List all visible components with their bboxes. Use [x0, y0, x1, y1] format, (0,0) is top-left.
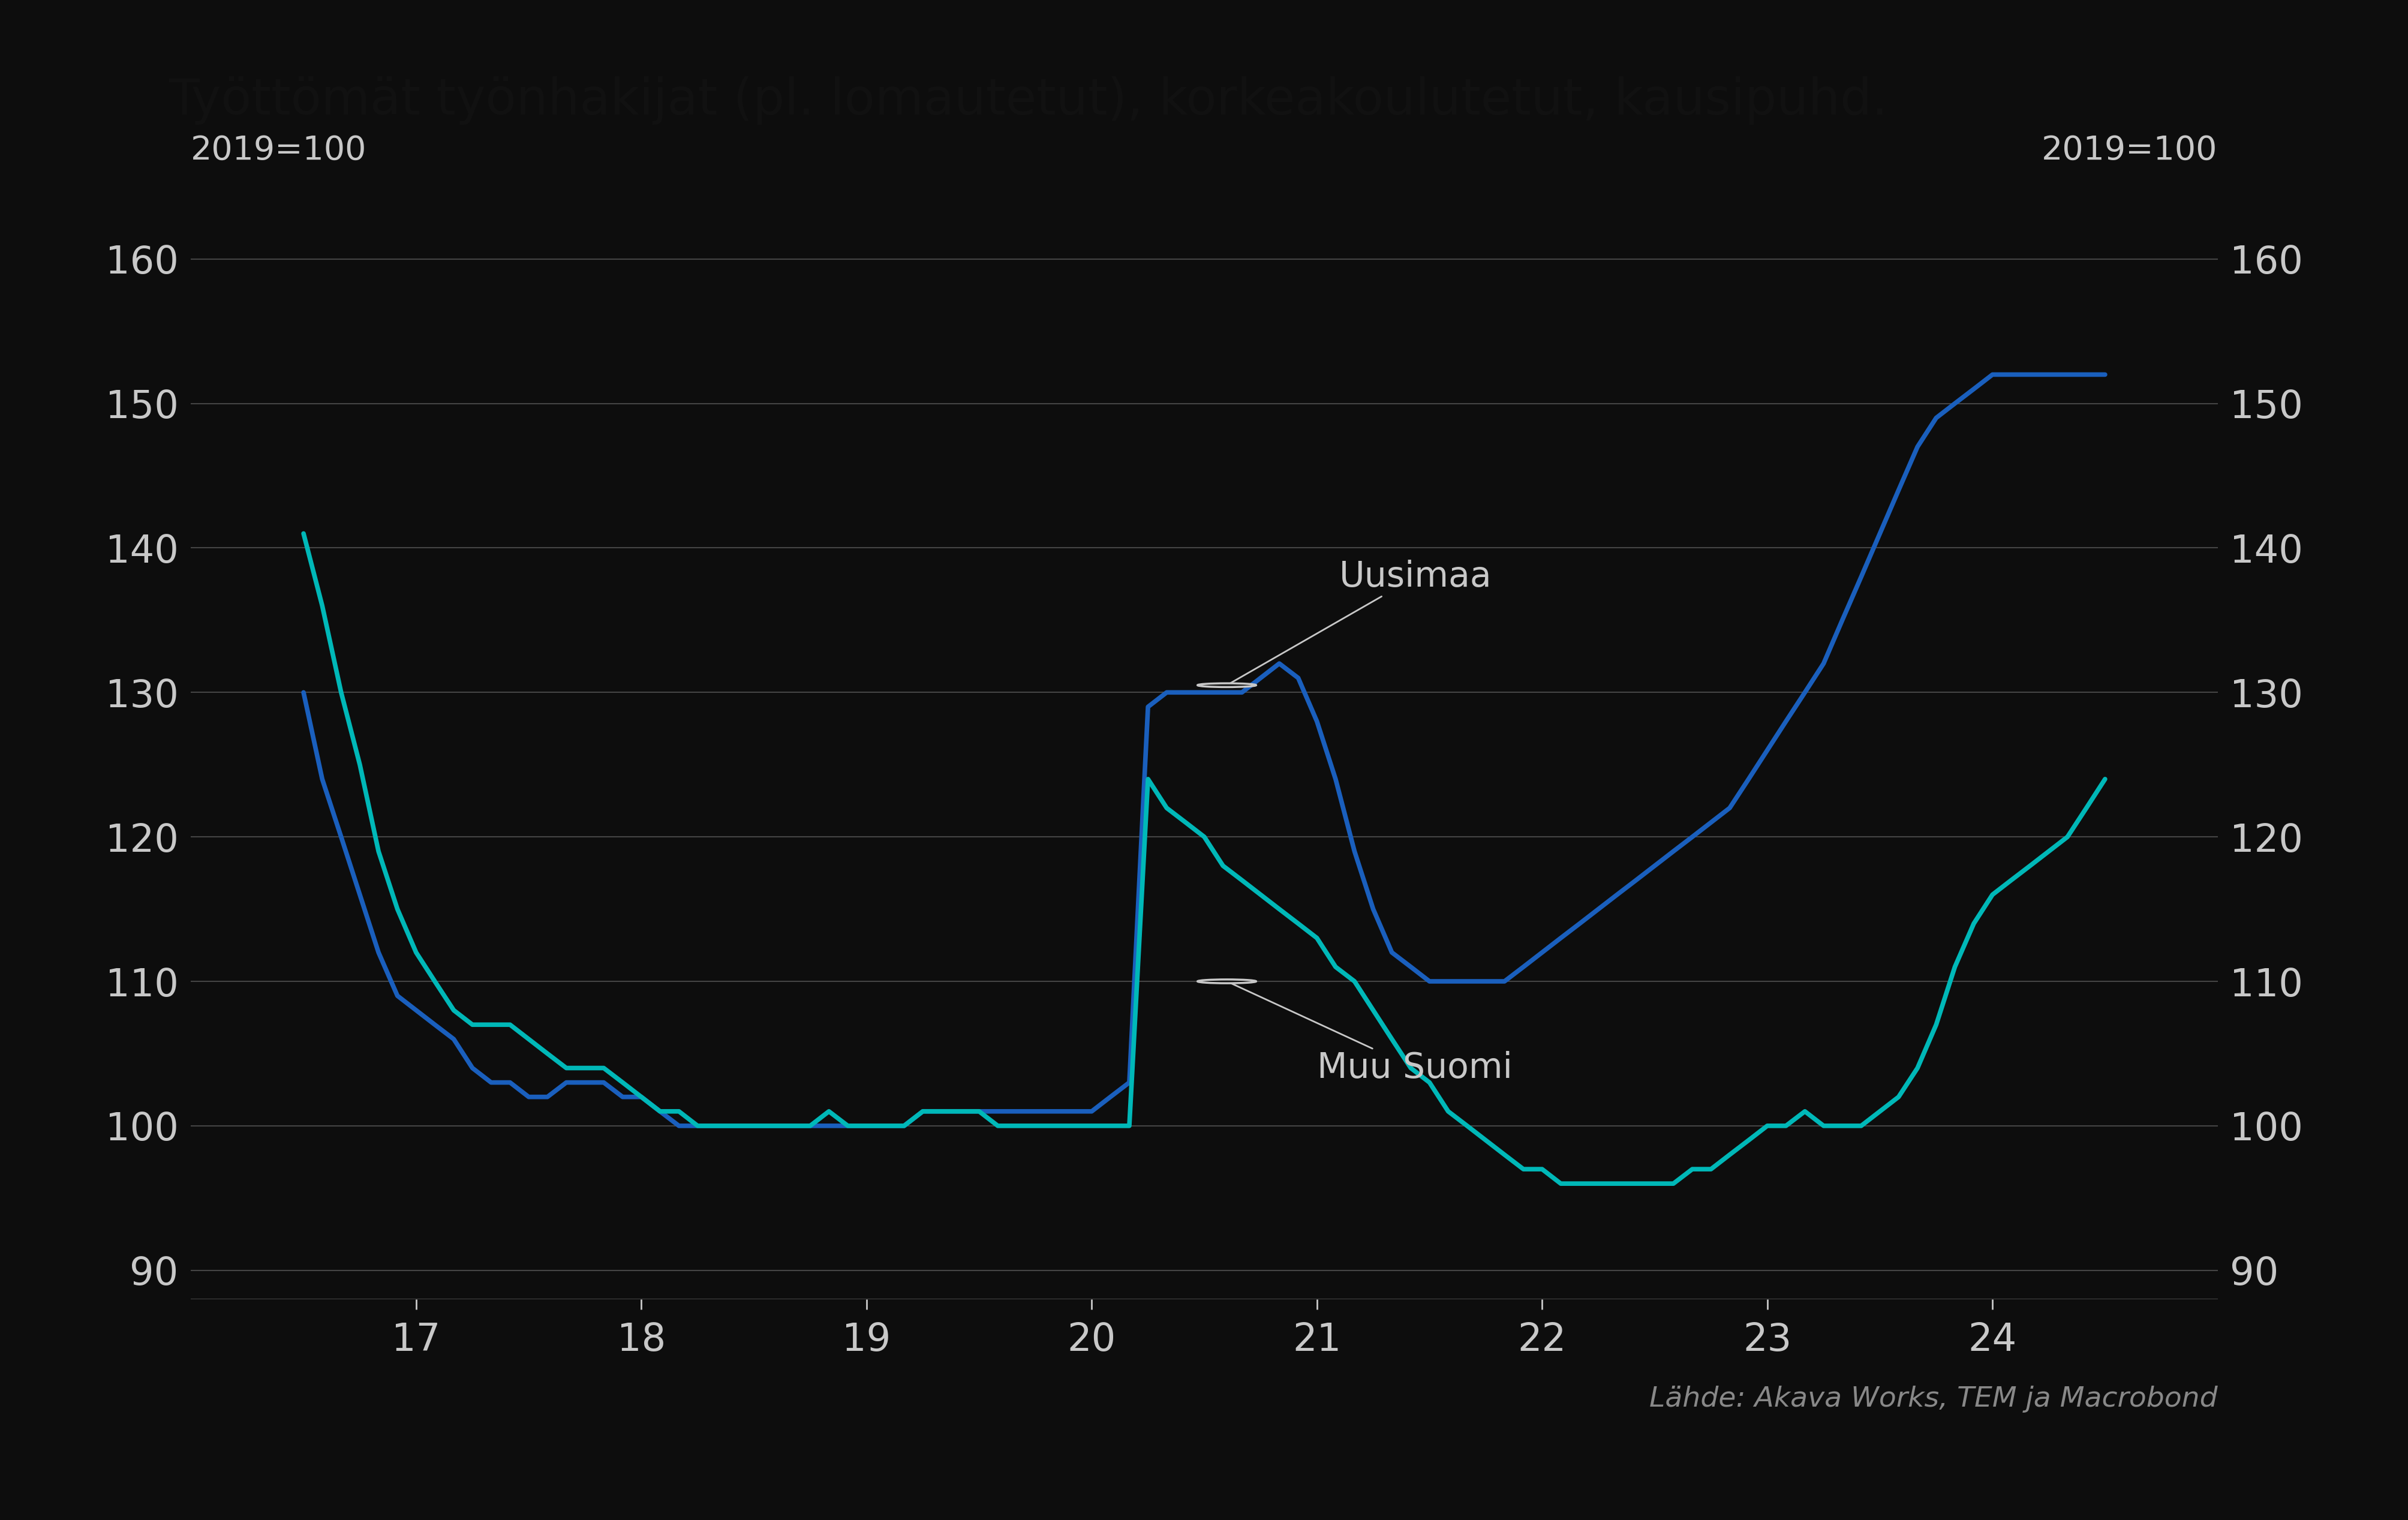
Circle shape — [1197, 684, 1257, 687]
Text: 2019=100: 2019=100 — [2042, 134, 2218, 167]
Circle shape — [1197, 979, 1257, 983]
Text: Työttömät työnhakijat (pl. lomautetut), korkeakoulutetut, kausipuhd.: Työttömät työnhakijat (pl. lomautetut), … — [169, 76, 1888, 125]
Text: 2019=100: 2019=100 — [190, 134, 366, 167]
Text: Uusimaa: Uusimaa — [1228, 559, 1491, 684]
Text: Lähde: Akava Works, TEM ja Macrobond: Lähde: Akava Works, TEM ja Macrobond — [1649, 1386, 2218, 1414]
Text: Muu Suomi: Muu Suomi — [1228, 982, 1512, 1085]
